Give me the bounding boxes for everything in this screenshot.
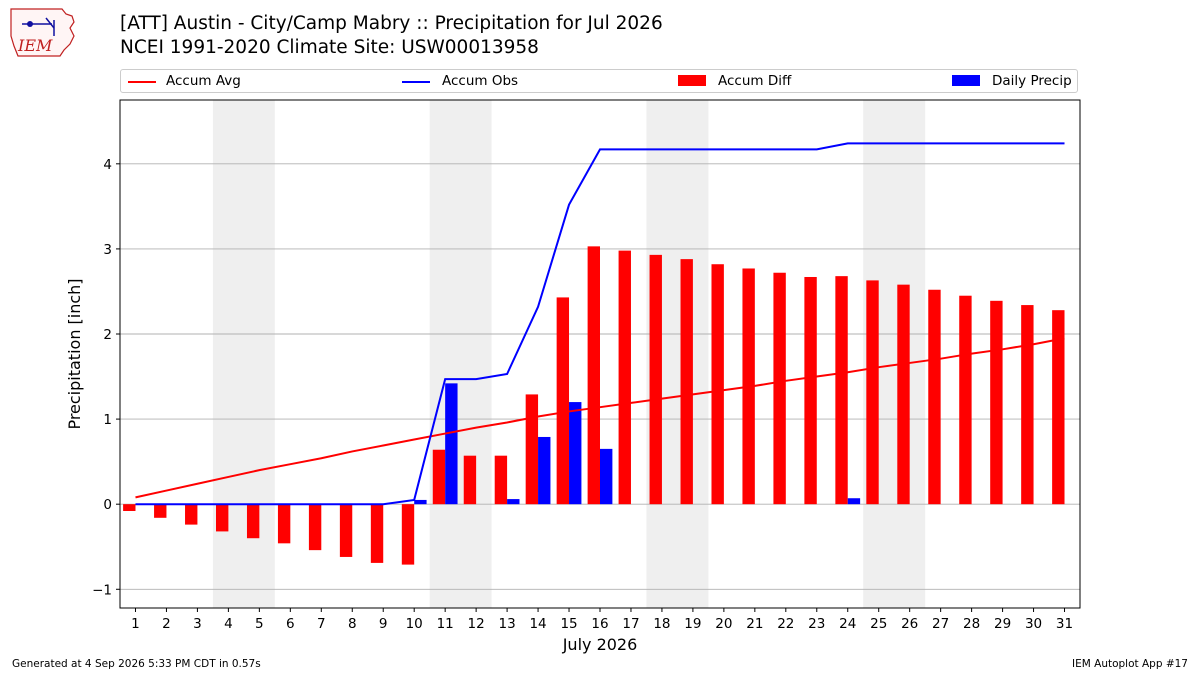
x-tick-label: 28	[963, 616, 980, 632]
y-tick-label: 4	[103, 157, 112, 173]
legend-swatch-accum-diff	[678, 75, 706, 86]
x-tick-label: 9	[379, 616, 388, 632]
x-tick-label: 1	[131, 616, 140, 632]
x-tick-label: 27	[932, 616, 949, 632]
x-tick-label: 17	[622, 616, 639, 632]
bar-accum-diff	[494, 455, 508, 505]
legend-label-daily-precip: Daily Precip	[992, 73, 1072, 89]
legend-swatch-daily-precip	[952, 75, 980, 86]
footer-app-id: IEM Autoplot App #17	[1072, 658, 1188, 670]
legend-swatch-accum-avg	[128, 81, 156, 83]
x-tick-label: 10	[406, 616, 423, 632]
bar-accum-diff	[308, 504, 322, 551]
y-tick-label: 3	[103, 242, 112, 258]
x-tick-label: 2	[162, 616, 171, 632]
x-tick-label: 3	[193, 616, 202, 632]
x-tick-label: 31	[1056, 616, 1073, 632]
bar-accum-diff	[928, 289, 941, 505]
bar-accum-diff	[185, 504, 198, 525]
chart-subtitle: NCEI 1991-2020 Climate Site: USW00013958	[120, 37, 539, 58]
bar-daily-precip	[414, 499, 427, 505]
bar-daily-precip	[600, 448, 613, 505]
bar-daily-precip	[847, 498, 861, 505]
x-tick-label: 12	[468, 616, 485, 632]
x-tick-label: 11	[437, 616, 454, 632]
bar-daily-precip	[507, 499, 520, 505]
bar-accum-diff	[959, 295, 972, 505]
bar-daily-precip	[538, 436, 551, 505]
y-tick-label: 2	[103, 327, 112, 343]
bar-accum-diff	[401, 504, 415, 565]
bar-accum-diff	[277, 504, 291, 544]
x-tick-label: 16	[591, 616, 608, 632]
bar-accum-diff	[339, 504, 353, 557]
bar-accum-diff	[463, 455, 477, 505]
x-tick-label: 23	[808, 616, 825, 632]
x-tick-label: 30	[1025, 616, 1042, 632]
footer-generated: Generated at 4 Sep 2026 5:33 PM CDT in 0…	[12, 658, 261, 670]
x-tick-label: 7	[317, 616, 326, 632]
x-tick-label: 15	[560, 616, 577, 632]
bar-accum-diff	[525, 394, 539, 505]
x-tick-label: 22	[777, 616, 794, 632]
legend-label-accum-avg: Accum Avg	[166, 73, 241, 89]
bar-accum-diff	[866, 280, 879, 505]
bar-accum-diff	[123, 504, 136, 511]
y-tick-label: −1	[92, 582, 112, 598]
x-tick-label: 18	[653, 616, 670, 632]
x-tick-label: 8	[348, 616, 357, 632]
iem-logo: IEM	[10, 8, 75, 57]
x-tick-label: 13	[499, 616, 516, 632]
legend-label-accum-diff: Accum Diff	[718, 73, 792, 89]
line-accum-avg	[135, 337, 1065, 499]
bar-accum-diff	[1021, 305, 1034, 505]
bar-accum-diff	[154, 504, 167, 518]
x-tick-label: 6	[286, 616, 295, 632]
weekend-band	[429, 100, 492, 608]
legend: Accum Avg Accum Obs Accum Diff Daily Pre…	[120, 69, 1078, 93]
x-tick-label: 24	[839, 616, 856, 632]
bar-accum-diff	[990, 300, 1003, 505]
bar-accum-diff	[246, 504, 260, 539]
x-tick-label: 5	[255, 616, 264, 632]
legend-swatch-accum-obs	[402, 81, 430, 83]
x-tick-label: 25	[870, 616, 887, 632]
bar-accum-diff	[711, 264, 724, 505]
bar-accum-diff	[680, 259, 693, 505]
line-accum-obs	[135, 142, 1065, 506]
weekend-band	[212, 100, 275, 608]
bar-accum-diff	[804, 276, 817, 505]
x-tick-label: 14	[529, 616, 546, 632]
bar-daily-precip	[445, 383, 458, 505]
iem-logo-text: IEM	[17, 36, 53, 55]
bar-accum-diff	[216, 504, 229, 532]
x-tick-label: 20	[715, 616, 732, 632]
bar-daily-precip	[569, 402, 582, 505]
bar-accum-diff	[370, 504, 384, 563]
bar-accum-diff	[1052, 310, 1065, 505]
x-axis-label: July 2026	[562, 635, 638, 654]
x-tick-label: 29	[994, 616, 1011, 632]
bar-accum-diff	[556, 297, 570, 505]
bar-accum-diff	[587, 246, 600, 505]
bar-accum-diff	[897, 284, 910, 505]
legend-label-accum-obs: Accum Obs	[442, 73, 519, 89]
y-tick-label: 1	[103, 412, 112, 428]
bar-accum-diff	[649, 254, 662, 505]
bar-accum-diff	[618, 250, 631, 505]
bar-accum-diff	[432, 449, 446, 505]
x-tick-label: 4	[224, 616, 233, 632]
x-tick-label: 21	[746, 616, 763, 632]
x-tick-label: 26	[901, 616, 918, 632]
y-axis-label: Precipitation [inch]	[65, 278, 84, 429]
bar-accum-diff	[835, 276, 848, 505]
chart-title: [ATT] Austin - City/Camp Mabry :: Precip…	[120, 13, 663, 34]
y-tick-label: 0	[103, 497, 112, 513]
x-tick-label: 19	[684, 616, 701, 632]
bar-accum-diff	[773, 272, 786, 505]
